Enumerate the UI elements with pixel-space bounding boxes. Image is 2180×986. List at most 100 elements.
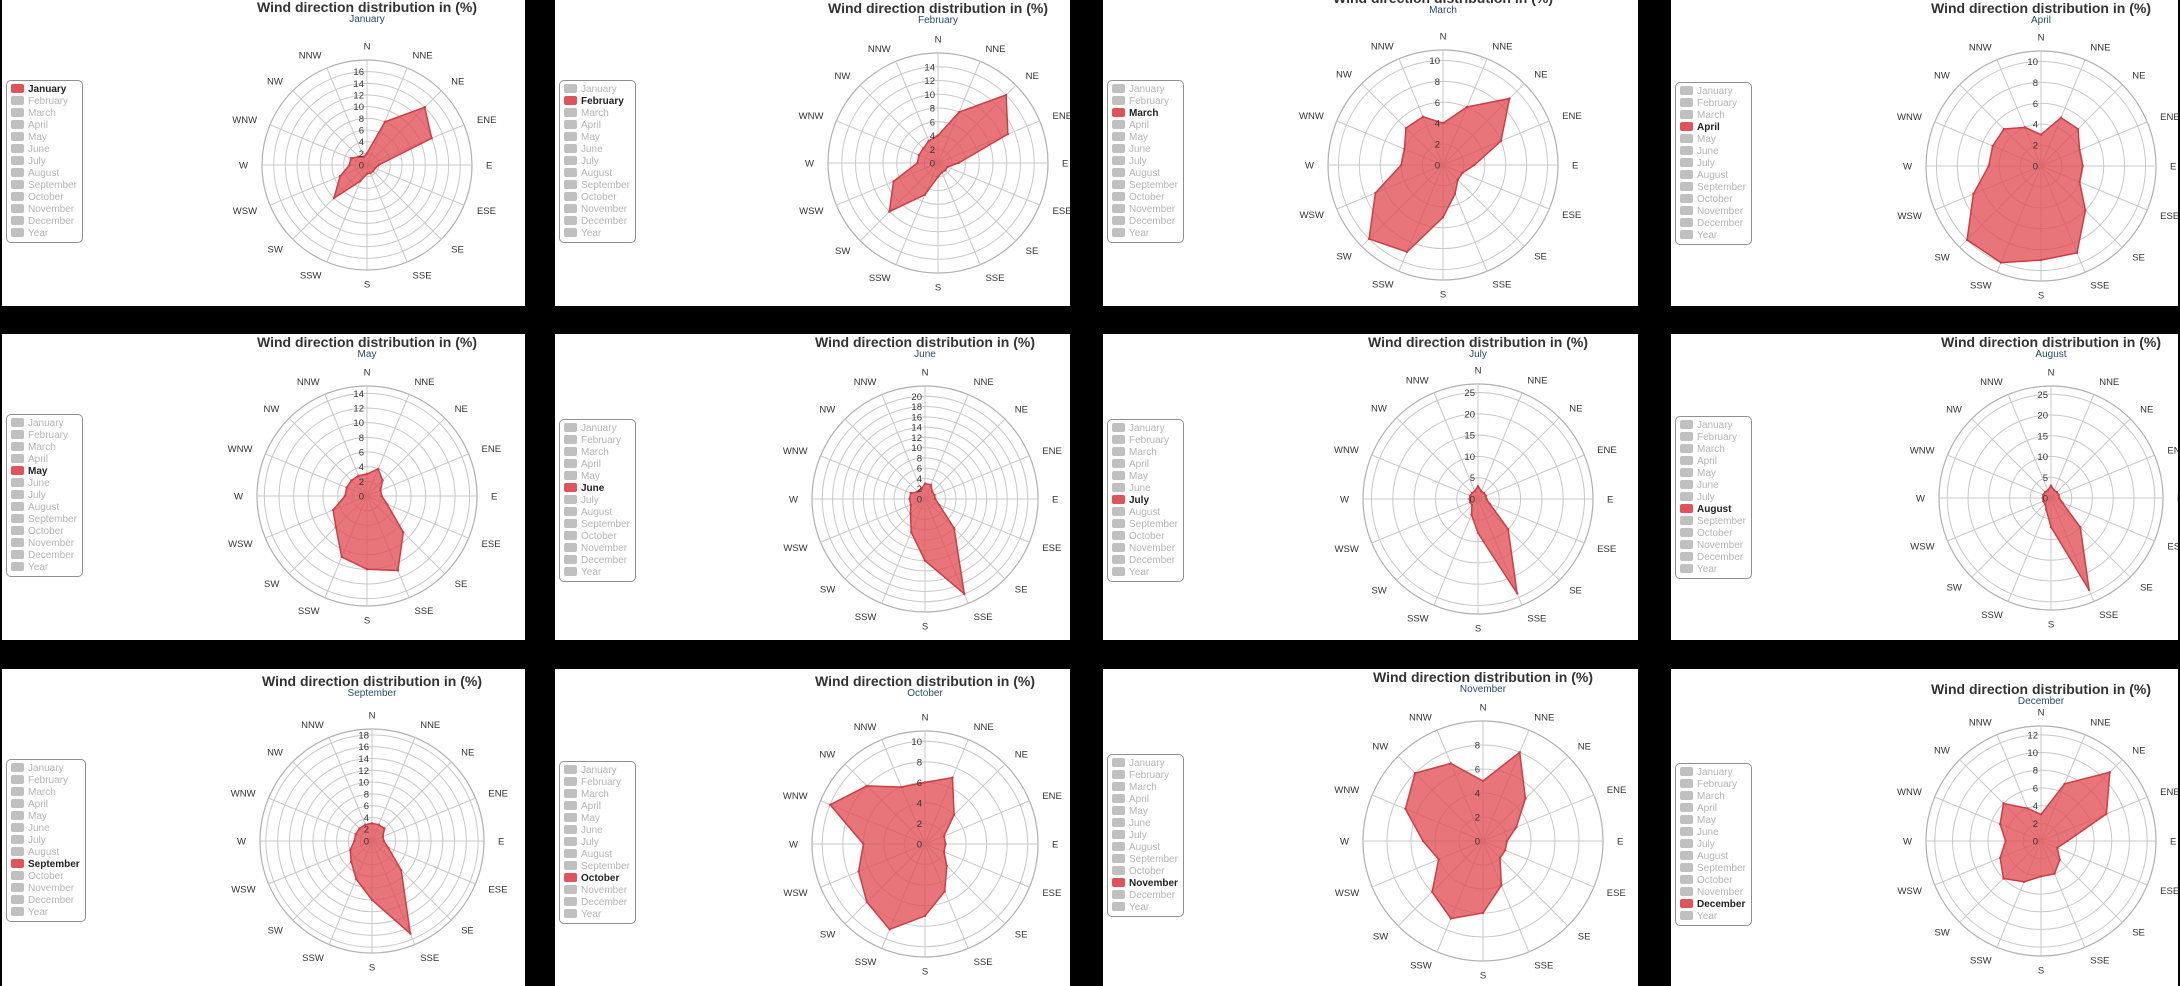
legend-item-may[interactable]: May <box>1112 131 1178 144</box>
legend-item-march[interactable]: March <box>11 786 80 799</box>
legend-item-august[interactable]: August <box>11 167 77 180</box>
legend-item-july[interactable]: July <box>1680 157 1746 170</box>
legend-item-november[interactable]: November <box>1112 542 1178 555</box>
legend-item-october[interactable]: October <box>1112 191 1178 204</box>
legend-item-november[interactable]: November <box>564 884 630 897</box>
legend-item-june[interactable]: June <box>1112 143 1178 156</box>
legend-item-october[interactable]: October <box>1112 530 1178 543</box>
legend-item-november[interactable]: November <box>11 537 77 550</box>
legend-item-february[interactable]: February <box>1112 434 1178 447</box>
legend-item-october[interactable]: October <box>1680 527 1746 540</box>
legend-item-february[interactable]: February <box>1680 778 1746 791</box>
legend-item-december[interactable]: December <box>1112 889 1178 902</box>
legend-item-june[interactable]: June <box>1680 145 1746 158</box>
legend-item-november[interactable]: November <box>564 203 630 216</box>
legend-item-february[interactable]: February <box>564 434 630 447</box>
legend-item-september[interactable]: September <box>1680 862 1746 875</box>
legend-item-november[interactable]: November <box>11 203 77 216</box>
legend-item-april[interactable]: April <box>1112 458 1178 471</box>
legend-item-july[interactable]: July <box>564 155 630 168</box>
legend-item-june[interactable]: June <box>1112 817 1178 830</box>
legend-item-december[interactable]: December <box>1112 554 1178 567</box>
legend-item-october[interactable]: October <box>564 191 630 204</box>
legend-item-march[interactable]: March <box>1680 443 1746 456</box>
legend-item-march[interactable]: March <box>1112 446 1178 459</box>
legend-item-december[interactable]: December <box>11 894 80 907</box>
legend-item-year[interactable]: Year <box>1112 901 1178 914</box>
legend-item-april[interactable]: April <box>564 119 630 132</box>
legend-item-december[interactable]: December <box>11 215 77 228</box>
legend-item-year[interactable]: Year <box>1112 227 1178 240</box>
legend-item-may[interactable]: May <box>11 465 77 478</box>
legend-item-july[interactable]: July <box>564 836 630 849</box>
legend-item-june[interactable]: June <box>11 477 77 490</box>
legend-item-october[interactable]: October <box>1680 874 1746 887</box>
legend-item-march[interactable]: March <box>564 107 630 120</box>
legend-item-january[interactable]: January <box>11 417 77 430</box>
legend-item-march[interactable]: March <box>564 788 630 801</box>
legend-item-october[interactable]: October <box>11 525 77 538</box>
legend-item-november[interactable]: November <box>1112 203 1178 216</box>
legend-item-august[interactable]: August <box>1112 167 1178 180</box>
legend-item-august[interactable]: August <box>564 167 630 180</box>
legend-item-year[interactable]: Year <box>1680 910 1746 923</box>
legend-item-september[interactable]: September <box>564 179 630 192</box>
legend-item-september[interactable]: September <box>1680 181 1746 194</box>
legend-item-november[interactable]: November <box>11 882 80 895</box>
legend-item-year[interactable]: Year <box>11 227 77 240</box>
legend-item-april[interactable]: April <box>11 798 80 811</box>
legend-item-march[interactable]: March <box>564 446 630 459</box>
legend-item-may[interactable]: May <box>1680 814 1746 827</box>
legend-item-january[interactable]: January <box>1112 422 1178 435</box>
legend-item-february[interactable]: February <box>11 95 77 108</box>
legend-item-may[interactable]: May <box>1680 467 1746 480</box>
legend-item-february[interactable]: February <box>1112 95 1178 108</box>
legend-item-august[interactable]: August <box>11 846 80 859</box>
legend-item-year[interactable]: Year <box>1680 563 1746 576</box>
legend-item-january[interactable]: January <box>1680 766 1746 779</box>
legend-item-january[interactable]: January <box>1680 85 1746 98</box>
legend-item-march[interactable]: March <box>1112 107 1178 120</box>
legend-item-august[interactable]: August <box>1680 503 1746 516</box>
legend-item-september[interactable]: September <box>1112 518 1178 531</box>
legend-item-december[interactable]: December <box>11 549 77 562</box>
legend-item-year[interactable]: Year <box>564 908 630 921</box>
legend-item-november[interactable]: November <box>1112 877 1178 890</box>
legend-item-april[interactable]: April <box>1680 121 1746 134</box>
legend-item-december[interactable]: December <box>1680 898 1746 911</box>
legend-item-january[interactable]: January <box>1112 757 1178 770</box>
legend-item-january[interactable]: January <box>564 764 630 777</box>
legend-item-march[interactable]: March <box>1680 790 1746 803</box>
legend-item-july[interactable]: July <box>1680 838 1746 851</box>
legend-item-june[interactable]: June <box>564 824 630 837</box>
legend-item-october[interactable]: October <box>564 872 630 885</box>
legend-item-march[interactable]: March <box>1680 109 1746 122</box>
legend-item-november[interactable]: November <box>1680 205 1746 218</box>
legend-item-june[interactable]: June <box>11 143 77 156</box>
legend-item-february[interactable]: February <box>1680 97 1746 110</box>
legend-item-october[interactable]: October <box>11 191 77 204</box>
legend-item-may[interactable]: May <box>1112 805 1178 818</box>
legend-item-october[interactable]: October <box>11 870 80 883</box>
legend-item-december[interactable]: December <box>1680 551 1746 564</box>
legend-item-july[interactable]: July <box>1112 155 1178 168</box>
legend-item-year[interactable]: Year <box>564 566 630 579</box>
legend-item-may[interactable]: May <box>11 131 77 144</box>
legend-item-year[interactable]: Year <box>564 227 630 240</box>
legend-item-january[interactable]: January <box>564 83 630 96</box>
legend-item-february[interactable]: February <box>11 429 77 442</box>
legend-item-august[interactable]: August <box>11 501 77 514</box>
legend-item-june[interactable]: June <box>11 822 80 835</box>
legend-item-may[interactable]: May <box>564 131 630 144</box>
legend-item-january[interactable]: January <box>564 422 630 435</box>
legend-item-may[interactable]: May <box>1112 470 1178 483</box>
legend-item-june[interactable]: June <box>564 482 630 495</box>
legend-item-august[interactable]: August <box>1680 850 1746 863</box>
legend-item-february[interactable]: February <box>11 774 80 787</box>
legend-item-march[interactable]: March <box>11 107 77 120</box>
legend-item-january[interactable]: January <box>11 83 77 96</box>
legend-item-december[interactable]: December <box>1680 217 1746 230</box>
legend-item-august[interactable]: August <box>1112 841 1178 854</box>
legend-item-april[interactable]: April <box>564 800 630 813</box>
legend-item-february[interactable]: February <box>564 776 630 789</box>
